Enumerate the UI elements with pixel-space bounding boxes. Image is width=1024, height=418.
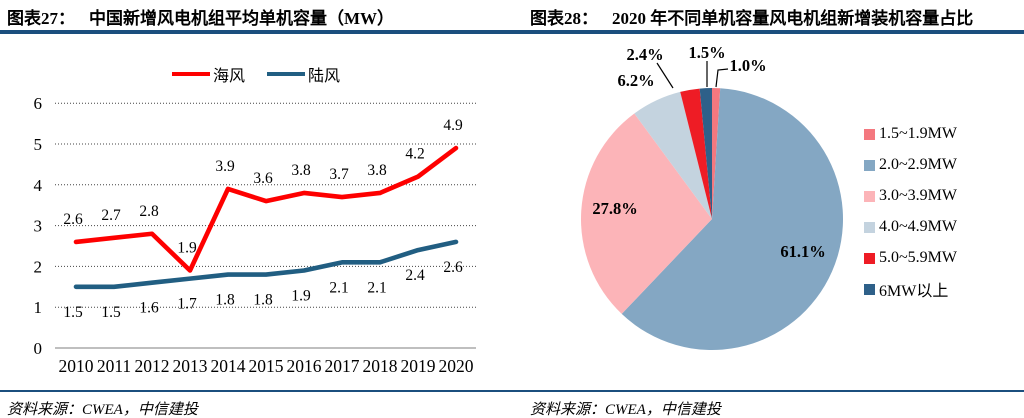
pie-legend-label: 5.0~5.9MW — [879, 249, 957, 266]
pie-legend-label: 6MW以上 — [879, 283, 949, 300]
svg-text:2019: 2019 — [401, 356, 436, 376]
svg-text:2.8: 2.8 — [139, 203, 159, 220]
svg-text:1.5: 1.5 — [63, 304, 83, 321]
pie-chart-legend: 1.5~1.9MW 2.0~2.9MW 3.0~3.9MW 4.0~4.9MW 5.0~… — [864, 124, 957, 310]
header-divider-rule — [0, 30, 1024, 34]
svg-text:2018: 2018 — [363, 356, 398, 376]
svg-text:2014: 2014 — [211, 356, 246, 376]
right-figure-label: 图表28： — [530, 9, 598, 28]
svg-text:2016: 2016 — [287, 356, 322, 376]
pie-legend-swatch — [864, 221, 875, 233]
svg-text:3.9: 3.9 — [215, 158, 235, 175]
svg-text:1.6: 1.6 — [139, 300, 159, 317]
pie-legend-item-2.0~2.9MW: 2.0~2.9MW — [864, 155, 957, 175]
svg-text:1.8: 1.8 — [253, 292, 273, 309]
svg-text:2020: 2020 — [439, 356, 474, 376]
legend-item-offshore: 海风 — [171, 62, 245, 86]
pie-slice-3.0~3.9MW — [581, 113, 712, 314]
svg-text:2015: 2015 — [249, 356, 284, 376]
pie-legend-swatch — [864, 252, 875, 264]
pie-label-3.0~3.9MW: 27.8% — [592, 199, 637, 218]
pie-slice-4.0~4.9MW — [634, 91, 712, 219]
left-source-note: 资料来源：CWEA，中信建投 — [7, 402, 198, 418]
offshore-line-swatch — [171, 72, 210, 76]
pie-legend-item-4.0~4.9MW: 4.0~4.9MW — [864, 217, 957, 237]
pie-label-1.5~1.9MW: 1.0% — [729, 56, 766, 75]
legend-label-onshore: 陆风 — [308, 68, 341, 85]
pie-slice-1.5~1.9MW — [712, 88, 721, 219]
svg-text:4: 4 — [34, 176, 43, 195]
right-figure-title-row: 图表28： 2020 年不同单机容量风电机组新增装机容量占比 — [530, 4, 973, 28]
pie-legend-label: 4.0~4.9MW — [879, 218, 957, 235]
onshore-line-swatch — [267, 72, 305, 76]
svg-text:4.2: 4.2 — [405, 146, 424, 163]
legend-label-offshore: 海风 — [212, 68, 245, 85]
svg-text:1.7: 1.7 — [177, 296, 197, 313]
svg-text:2.1: 2.1 — [329, 279, 348, 296]
svg-text:6: 6 — [34, 94, 43, 113]
pie-legend-item-5.0~5.9MW: 5.0~5.9MW — [864, 248, 957, 268]
svg-text:0: 0 — [34, 339, 43, 358]
svg-text:2.6: 2.6 — [63, 211, 83, 228]
svg-text:5: 5 — [34, 135, 43, 154]
svg-text:2.4: 2.4 — [405, 267, 425, 284]
pie-legend-label: 1.5~1.9MW — [879, 125, 957, 142]
pie-label-6MW以上: 1.5% — [688, 45, 725, 62]
svg-text:2013: 2013 — [173, 356, 208, 376]
left-figure-title-row: 图表27： 中国新增风电机组平均单机容量（MW） — [7, 4, 394, 28]
pie-legend-label: 3.0~3.9MW — [879, 187, 957, 204]
svg-text:2.1: 2.1 — [367, 279, 386, 296]
svg-text:1: 1 — [34, 298, 43, 317]
pie-legend-swatch — [864, 283, 875, 295]
svg-text:1.8: 1.8 — [215, 292, 235, 309]
svg-text:1.5: 1.5 — [101, 304, 121, 321]
svg-text:3.8: 3.8 — [291, 162, 311, 179]
pie-chart: 1.0% 61.1% 27.8% 6.2% 2.4% 1.5% — [581, 45, 844, 351]
right-source-note: 资料来源：CWEA，中信建投 — [530, 402, 721, 418]
pie-legend-item-3.0~3.9MW: 3.0~3.9MW — [864, 186, 957, 206]
svg-text:1.9: 1.9 — [291, 287, 311, 304]
pie-legend-item-1.5~1.9MW: 1.5~1.9MW — [864, 124, 957, 144]
pie-label-4.0~4.9MW: 6.2% — [617, 71, 654, 90]
left-figure-label: 图表27： — [7, 9, 75, 28]
svg-text:3: 3 — [34, 217, 43, 236]
svg-text:2.7: 2.7 — [101, 207, 121, 224]
right-figure-title: 2020 年不同单机容量风电机组新增装机容量占比 — [612, 9, 974, 28]
pie-slice-5.0~5.9MW — [680, 88, 712, 219]
svg-text:2011: 2011 — [97, 356, 131, 376]
svg-text:1.9: 1.9 — [177, 239, 197, 256]
pie-legend-item-6MW以上: 6MW以上 — [864, 279, 957, 300]
svg-text:3.6: 3.6 — [253, 170, 273, 187]
pie-label-2.0~2.9MW: 61.1% — [780, 242, 825, 261]
pie-legend-swatch — [864, 159, 875, 171]
svg-text:3.8: 3.8 — [367, 162, 387, 179]
left-figure-title: 中国新增风电机组平均单机容量（MW） — [89, 9, 395, 28]
svg-text:4.9: 4.9 — [443, 117, 463, 134]
pie-label-5.0~5.9MW: 2.4% — [626, 45, 663, 64]
svg-text:2010: 2010 — [59, 356, 94, 376]
legend-item-onshore: 陆风 — [267, 62, 340, 86]
svg-text:2012: 2012 — [135, 356, 170, 376]
pie-legend-label: 2.0~2.9MW — [879, 156, 957, 173]
pie-legend-swatch — [864, 190, 875, 202]
svg-text:2: 2 — [34, 257, 43, 276]
svg-text:2017: 2017 — [325, 356, 360, 376]
line-chart-legend: 海风 陆风 — [0, 62, 512, 86]
pie-legend-swatch — [864, 128, 875, 140]
footer-divider-rule — [0, 390, 1024, 392]
svg-text:3.7: 3.7 — [329, 166, 349, 183]
svg-text:2.6: 2.6 — [443, 259, 463, 276]
pie-slice-2.0~2.9MW — [621, 88, 844, 351]
pie-slice-6MW以上 — [699, 88, 712, 219]
